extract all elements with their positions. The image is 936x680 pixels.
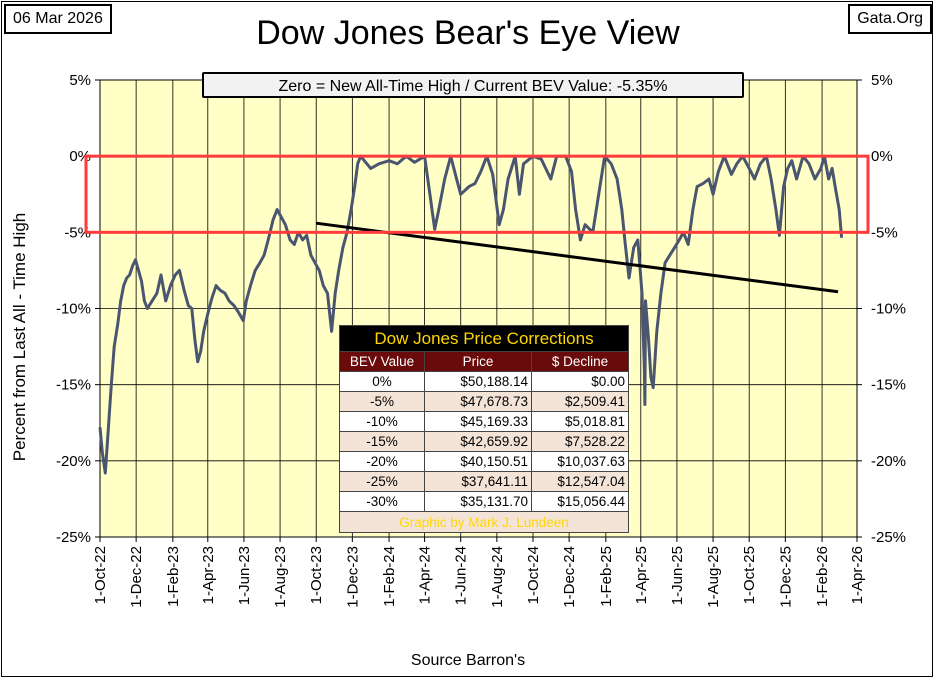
y-tick-label-left: 5% [69,72,91,89]
x-tick-label: 1-Apr-23 [200,546,217,604]
x-tick-label: 1-Jun-23 [236,546,253,605]
table-row: -5% $47,678.73 $2,509.41 [339,391,629,412]
table-row: -20% $40,150.51 $10,037.63 [339,451,629,472]
table-row: -30% $35,131.70 $15,056.44 [339,491,629,512]
x-axis-label: Source Barron's [410,652,526,669]
decline-cell: $0.00 [531,371,629,392]
bev-cell: -30% [339,491,425,512]
decline-cell: $7,528.22 [531,431,629,452]
table-row: -10% $45,169.33 $5,018.81 [339,411,629,432]
price-cell: $42,659.92 [424,431,532,452]
x-tick-label: 1-Dec-24 [561,546,578,608]
x-tick-label: 1-Aug-23 [272,546,289,608]
x-tick-label: 1-Oct-24 [525,546,542,604]
x-tick-label: 1-Feb-23 [165,546,182,607]
y-tick-label-left: -5% [64,224,91,241]
x-tick-label: 1-Apr-25 [633,546,650,604]
x-tick-label: 1-Oct-23 [308,546,325,604]
y-tick-label-right: -20% [871,453,906,470]
bev-cell: 0% [339,371,425,392]
x-tick-label: 1-Aug-25 [705,546,722,608]
decline-cell: $2,509.41 [531,391,629,412]
y-tick-label-left: -20% [56,453,91,470]
y-tick-label-right: 0% [871,148,893,165]
x-tick-label: 1-Aug-24 [489,546,506,608]
x-tick-label: 1-Dec-22 [128,546,145,608]
price-cell: $45,169.33 [424,411,532,432]
y-tick-label-left: -25% [56,529,91,546]
bev-cell: -25% [339,471,425,492]
dow-bev-series-line [98,154,844,475]
price-cell: $47,678.73 [424,391,532,412]
x-tick-label: 1-Feb-25 [598,546,615,607]
decline-cell: $5,018.81 [531,411,629,432]
table-row: 0% $50,188.14 $0.00 [339,371,629,392]
x-tick-label: 1-Oct-22 [92,546,109,604]
chart-title: Dow Jones Bear's Eye View [256,14,680,52]
x-tick-label: 1-Jun-24 [453,546,470,605]
decline-cell: $15,056.44 [531,491,629,512]
x-tick-label: 1-Dec-25 [777,546,794,608]
decline-cell: $10,037.63 [531,451,629,472]
x-tick-label: 1-Oct-25 [741,546,758,604]
bev-cell: -5% [339,391,425,412]
highlight-band-box [84,154,870,234]
table-title: Dow Jones Price Corrections [339,325,629,352]
price-cell: $37,641.11 [424,471,532,492]
table-header-decline: $ Decline [531,351,629,372]
y-tick-label-right: -15% [871,377,906,394]
date-label: 06 Mar 2026 [4,4,112,34]
y-tick-label-left: -10% [56,301,91,318]
x-tick-label: 1-Feb-26 [814,546,831,607]
y-tick-label-right: -5% [871,224,898,241]
bev-cell: -10% [339,411,425,432]
x-tick-label: 1-Apr-26 [849,546,866,604]
trend-line [316,221,839,294]
corrections-table: Dow Jones Price Corrections BEV Value Pr… [339,325,629,533]
bev-cell: -20% [339,451,425,472]
bev-cell: -15% [339,431,425,452]
decline-cell: $12,547.04 [531,471,629,492]
price-cell: $35,131.70 [424,491,532,512]
table-row: -15% $42,659.92 $7,528.22 [339,431,629,452]
y-tick-label-right: 5% [871,72,893,89]
y-tick-label-right: -10% [871,301,906,318]
x-tick-label: 1-Feb-24 [381,546,398,607]
table-header-price: Price [424,351,532,372]
site-label: Gata.Org [848,4,932,34]
subtitle-box: Zero = New All-Time High / Current BEV V… [202,72,744,98]
price-cell: $40,150.51 [424,451,532,472]
y-tick-label-left: -15% [56,377,91,394]
x-tick-label: 1-Dec-23 [344,546,361,608]
x-tick-label: 1-Jun-25 [669,546,686,605]
table-row: -25% $37,641.11 $12,547.04 [339,471,629,492]
table-footer: Graphic by Mark J. Lundeen [339,511,629,533]
y-tick-label-right: -25% [871,529,906,546]
table-header-bev: BEV Value [339,351,425,372]
x-tick-label: 1-Apr-24 [417,546,434,604]
price-cell: $50,188.14 [424,371,532,392]
